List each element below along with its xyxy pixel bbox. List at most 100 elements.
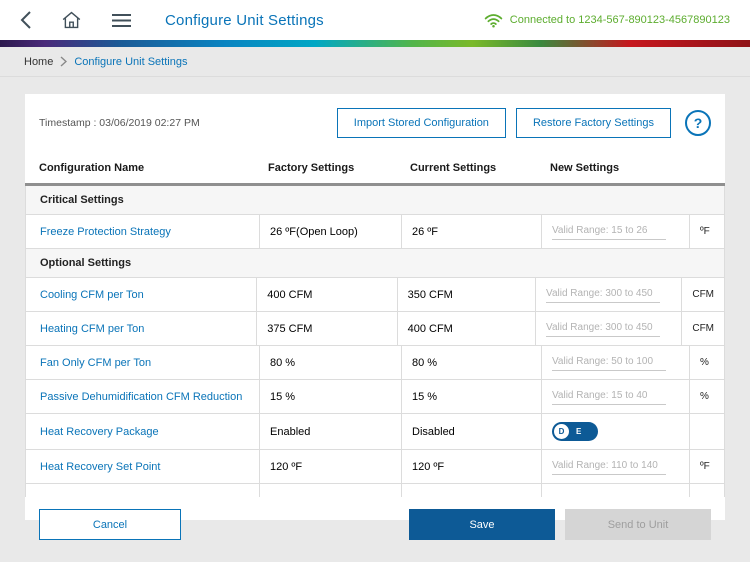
new-setting-input[interactable] [552, 458, 666, 475]
section-header-row: Critical Settings [26, 186, 724, 215]
settings-table-body: Critical SettingsFreeze Protection Strat… [25, 186, 725, 497]
restore-factory-settings-button[interactable]: Restore Factory Settings [516, 108, 671, 138]
home-button[interactable] [61, 10, 82, 30]
clipped-cell [401, 484, 541, 497]
back-button[interactable] [20, 10, 33, 30]
toggle-on-label: E [576, 427, 581, 436]
new-setting-input[interactable] [546, 286, 660, 303]
current-setting-value: 80 % [401, 346, 541, 379]
save-button[interactable]: Save [409, 509, 555, 540]
unit-label: ºF [689, 450, 724, 483]
card-toolbar: Timestamp : 03/06/2019 02:27 PM Import S… [25, 94, 725, 151]
column-header-current-settings: Current Settings [400, 151, 540, 183]
setting-name-cell: Cooling CFM per Ton [26, 281, 256, 309]
current-setting-value: 350 CFM [397, 278, 535, 311]
new-setting-cell: DE [541, 414, 689, 449]
factory-setting-value: 375 CFM [256, 312, 396, 345]
page-title: Configure Unit Settings [165, 12, 324, 29]
new-setting-cell [541, 450, 689, 483]
connection-status: Connected to 1234-567-890123-4567890123 [484, 13, 730, 28]
chevron-left-icon [20, 10, 33, 30]
factory-setting-value: 400 CFM [256, 278, 396, 311]
clipped-row [26, 484, 724, 497]
clipped-cell [689, 484, 724, 497]
toggle-knob: D [554, 424, 569, 439]
setting-row: Fan Only CFM per Ton 80 %80 %% [26, 346, 724, 380]
breadcrumb-home-link[interactable]: Home [24, 56, 53, 68]
home-icon [61, 10, 82, 30]
table-header-row: Configuration Name Factory Settings Curr… [25, 151, 725, 186]
new-setting-cell [541, 380, 689, 413]
menu-button[interactable] [112, 13, 131, 28]
new-setting-input[interactable] [552, 223, 666, 240]
top-bar: Configure Unit Settings Connected to 123… [0, 0, 750, 40]
setting-name-cell: Freeze Protection Strategy [26, 218, 259, 246]
send-to-unit-button: Send to Unit [565, 509, 711, 540]
new-setting-input[interactable] [552, 354, 666, 371]
setting-name-cell: Heat Recovery Set Point [26, 453, 259, 481]
settings-card: Timestamp : 03/06/2019 02:27 PM Import S… [25, 94, 725, 520]
setting-name-link[interactable]: Cooling CFM per Ton [40, 289, 144, 301]
column-header-unit [688, 157, 725, 177]
new-setting-cell [535, 278, 681, 311]
help-button[interactable]: ? [685, 110, 711, 136]
current-setting-value: Disabled [401, 414, 541, 449]
column-header-new-settings: New Settings [540, 151, 688, 183]
current-setting-value: 120 ºF [401, 450, 541, 483]
wifi-icon [484, 13, 503, 28]
chevron-right-icon [60, 56, 67, 67]
setting-row: Heating CFM per Ton 375 CFM400 CFM CFM [26, 312, 724, 346]
setting-row: Passive Dehumidification CFM Reduction 15… [26, 380, 724, 414]
new-setting-input[interactable] [546, 320, 660, 337]
timestamp-label: Timestamp : 03/06/2019 02:27 PM [39, 117, 200, 129]
unit-label: % [689, 380, 724, 413]
setting-row: Heat Recovery Set Point 120 ºF120 ºF ºF [26, 450, 724, 484]
clipped-cell [26, 484, 259, 497]
setting-name-link[interactable]: Passive Dehumidification CFM Reduction [40, 391, 242, 403]
heat-recovery-toggle[interactable]: DE [552, 422, 598, 441]
clipped-cell [259, 484, 401, 497]
setting-name-link[interactable]: Heat Recovery Set Point [40, 461, 160, 473]
unit-label [689, 414, 724, 449]
breadcrumb-current-link[interactable]: Configure Unit Settings [74, 56, 187, 68]
setting-name-link[interactable]: Heating CFM per Ton [40, 323, 144, 335]
column-header-configuration-name: Configuration Name [25, 151, 258, 183]
hamburger-menu-icon [112, 13, 131, 28]
clipped-cell [541, 484, 689, 497]
factory-setting-value: 80 % [259, 346, 401, 379]
question-mark-icon: ? [694, 115, 703, 131]
setting-row: Heat Recovery Package EnabledDisabled DE [26, 414, 724, 450]
import-stored-configuration-button[interactable]: Import Stored Configuration [337, 108, 506, 138]
setting-name-cell: Fan Only CFM per Ton [26, 349, 259, 377]
setting-name-link[interactable]: Heat Recovery Package [40, 426, 159, 438]
supergraphic-strip [0, 40, 750, 47]
factory-setting-value: 26 ºF(Open Loop) [259, 215, 401, 248]
current-setting-value: 26 ºF [401, 215, 541, 248]
setting-row: Freeze Protection Strategy 26 ºF(Open Loo… [26, 215, 724, 249]
cancel-button[interactable]: Cancel [39, 509, 181, 540]
setting-name-cell: Heat Recovery Package [26, 418, 259, 446]
footer-actions: Cancel Save Send to Unit [25, 497, 725, 554]
factory-setting-value: Enabled [259, 414, 401, 449]
factory-setting-value: 15 % [259, 380, 401, 413]
setting-row: Cooling CFM per Ton 400 CFM350 CFM CFM [26, 278, 724, 312]
new-setting-cell [541, 346, 689, 379]
factory-setting-value: 120 ºF [259, 450, 401, 483]
connection-status-text: Connected to 1234-567-890123-4567890123 [510, 14, 730, 26]
unit-label: ºF [689, 215, 724, 248]
setting-name-cell: Heating CFM per Ton [26, 315, 256, 343]
column-header-factory-settings: Factory Settings [258, 151, 400, 183]
section-header-row: Optional Settings [26, 249, 724, 278]
current-setting-value: 400 CFM [397, 312, 535, 345]
unit-label: CFM [681, 278, 724, 311]
settings-table: Configuration Name Factory Settings Curr… [25, 151, 725, 497]
setting-name-link[interactable]: Freeze Protection Strategy [40, 226, 171, 238]
new-setting-cell [541, 215, 689, 248]
unit-label: CFM [681, 312, 724, 345]
setting-name-link[interactable]: Fan Only CFM per Ton [40, 357, 151, 369]
new-setting-input[interactable] [552, 388, 666, 405]
breadcrumb: Home Configure Unit Settings [0, 47, 750, 77]
new-setting-cell [535, 312, 681, 345]
unit-label: % [689, 346, 724, 379]
setting-name-cell: Passive Dehumidification CFM Reduction [26, 383, 259, 411]
